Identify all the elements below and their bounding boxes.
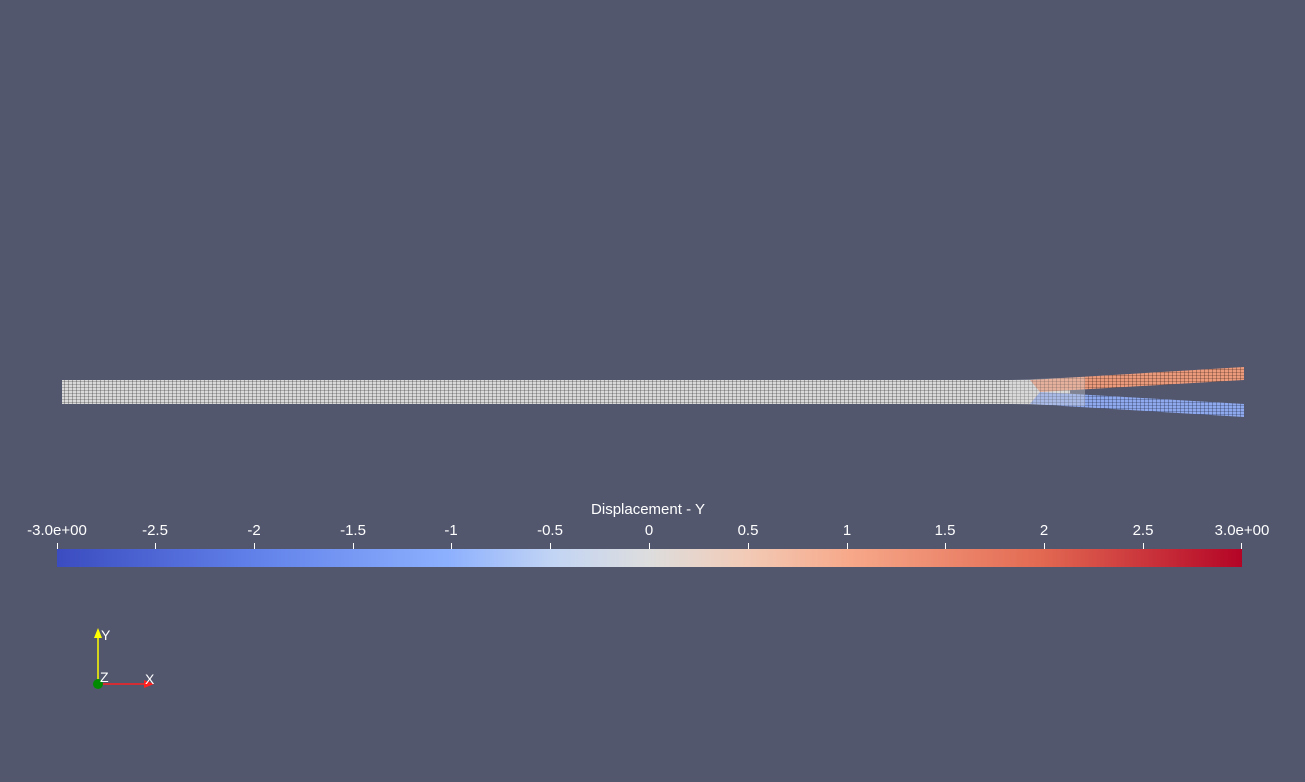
- beam-fork-blend: [1010, 377, 1085, 406]
- z-axis-label: Z: [100, 669, 109, 685]
- y-axis-label: Y: [101, 627, 110, 643]
- x-axis-label: X: [145, 671, 154, 687]
- beam-stem: [62, 380, 1030, 404]
- orientation-axes: Y X Z: [80, 620, 170, 700]
- orientation-axes-icon: [80, 620, 170, 700]
